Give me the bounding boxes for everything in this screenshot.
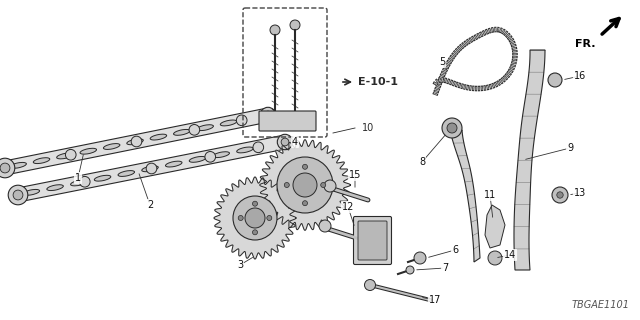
Circle shape [552, 187, 568, 203]
Circle shape [406, 266, 414, 274]
Polygon shape [17, 135, 286, 202]
Ellipse shape [118, 171, 134, 176]
Circle shape [365, 279, 376, 291]
Text: 7: 7 [442, 263, 448, 273]
Circle shape [253, 230, 257, 235]
Ellipse shape [33, 158, 50, 164]
Circle shape [303, 201, 307, 206]
Text: E-10-1: E-10-1 [358, 77, 398, 87]
Circle shape [245, 208, 265, 228]
Circle shape [264, 111, 272, 119]
Circle shape [442, 118, 462, 138]
Ellipse shape [142, 166, 158, 172]
Circle shape [321, 182, 326, 188]
Polygon shape [450, 130, 480, 262]
Polygon shape [4, 108, 269, 175]
Circle shape [293, 173, 317, 197]
Circle shape [557, 192, 563, 198]
Polygon shape [214, 177, 296, 259]
Text: 14: 14 [504, 250, 516, 260]
Circle shape [488, 251, 502, 265]
Ellipse shape [220, 120, 237, 126]
Ellipse shape [189, 156, 205, 162]
Text: 9: 9 [567, 143, 573, 153]
Circle shape [0, 158, 15, 178]
Ellipse shape [173, 130, 190, 135]
FancyBboxPatch shape [259, 111, 316, 131]
FancyBboxPatch shape [353, 217, 392, 265]
Circle shape [270, 25, 280, 35]
Ellipse shape [10, 163, 26, 168]
Ellipse shape [150, 134, 166, 140]
Ellipse shape [47, 185, 63, 190]
Circle shape [548, 73, 562, 87]
Ellipse shape [127, 139, 143, 145]
Circle shape [8, 185, 28, 205]
Circle shape [267, 215, 272, 220]
Text: 10: 10 [362, 123, 374, 133]
Circle shape [284, 182, 289, 188]
Circle shape [319, 220, 331, 232]
Ellipse shape [197, 125, 213, 131]
FancyBboxPatch shape [358, 221, 387, 260]
Ellipse shape [94, 175, 111, 181]
Circle shape [290, 20, 300, 30]
Circle shape [236, 115, 247, 126]
Text: 6: 6 [452, 245, 458, 255]
Text: 1: 1 [75, 173, 81, 183]
Text: 2: 2 [147, 200, 153, 210]
Circle shape [253, 201, 257, 206]
Circle shape [131, 136, 142, 147]
Polygon shape [485, 205, 505, 248]
Text: TBGAE1101: TBGAE1101 [572, 300, 630, 310]
Circle shape [281, 138, 289, 146]
Ellipse shape [237, 147, 253, 153]
Circle shape [324, 180, 336, 192]
Text: 8: 8 [419, 157, 425, 167]
Text: 4: 4 [292, 137, 298, 147]
Circle shape [447, 123, 457, 133]
Text: 15: 15 [349, 170, 361, 180]
Circle shape [260, 107, 276, 123]
Circle shape [233, 196, 277, 240]
Text: 5: 5 [439, 57, 445, 67]
Polygon shape [260, 140, 350, 230]
Circle shape [277, 157, 333, 213]
Circle shape [79, 176, 90, 187]
Circle shape [253, 142, 264, 153]
Text: 12: 12 [342, 202, 354, 212]
Ellipse shape [57, 153, 73, 159]
Circle shape [146, 163, 157, 174]
Text: 3: 3 [237, 260, 243, 270]
Ellipse shape [80, 148, 97, 154]
Circle shape [0, 163, 10, 173]
Text: 13: 13 [574, 188, 586, 198]
Ellipse shape [166, 161, 182, 167]
Text: 11: 11 [484, 190, 496, 200]
Ellipse shape [70, 180, 87, 186]
Ellipse shape [213, 152, 230, 157]
Ellipse shape [104, 144, 120, 149]
Circle shape [189, 124, 200, 135]
Ellipse shape [23, 189, 40, 195]
Circle shape [414, 252, 426, 264]
Circle shape [277, 134, 292, 150]
Text: FR.: FR. [575, 39, 596, 49]
Circle shape [13, 190, 23, 200]
Text: 16: 16 [574, 71, 586, 81]
Circle shape [65, 149, 76, 160]
Circle shape [238, 215, 243, 220]
Text: 17: 17 [429, 295, 441, 305]
Circle shape [303, 164, 307, 169]
Polygon shape [514, 50, 545, 270]
Circle shape [205, 152, 216, 162]
